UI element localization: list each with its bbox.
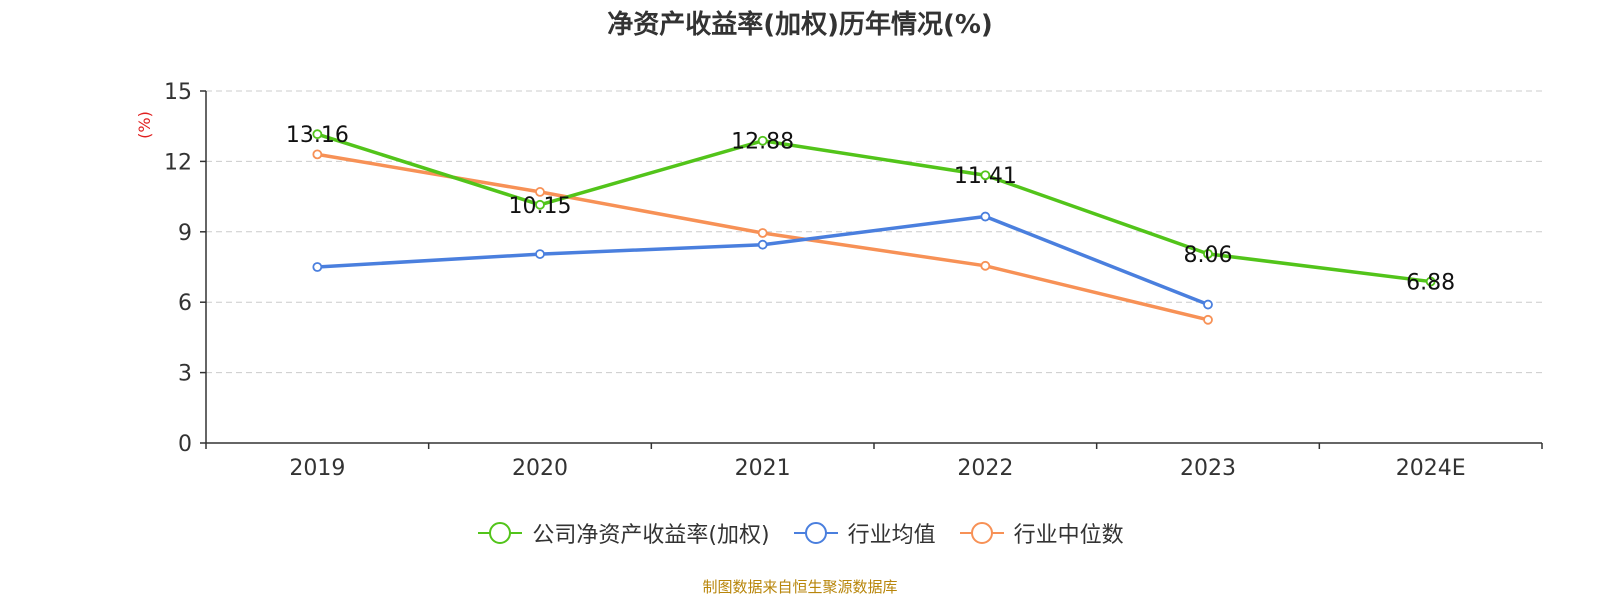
legend-item[interactable]: 行业均值 <box>792 517 936 549</box>
legend-line-circle-icon <box>478 522 523 544</box>
data-label: 10.15 <box>509 194 572 219</box>
data-point <box>312 129 323 140</box>
data-label: 6.88 <box>1406 271 1455 296</box>
legend-line-circle-icon <box>793 522 838 544</box>
data-label: 12.88 <box>731 130 794 155</box>
data-point <box>312 262 323 272</box>
data-point <box>757 228 768 238</box>
x-tick-label: 2024E <box>1396 456 1466 481</box>
data-point <box>312 149 323 160</box>
data-point <box>535 187 545 197</box>
legend-item[interactable]: 公司净资产收益率(加权) <box>476 517 770 549</box>
data-point <box>535 249 545 259</box>
data-point <box>980 211 991 222</box>
data-point <box>757 239 768 250</box>
x-tick-label: 2020 <box>512 456 568 481</box>
y-tick-label: 0 <box>178 432 192 457</box>
data-point <box>1425 276 1436 287</box>
y-tick-label: 12 <box>164 150 192 175</box>
y-tick-label: 3 <box>178 362 192 387</box>
x-tick-label: 2021 <box>735 456 791 481</box>
x-tick-label: 2022 <box>957 456 1013 481</box>
data-point <box>535 199 545 210</box>
data-point <box>1203 299 1213 310</box>
chart-title: 净资产收益率(加权)历年情况(%) <box>607 10 993 40</box>
data-point <box>757 135 768 146</box>
data-point <box>1203 248 1213 259</box>
data-source-note: 制图数据来自恒生聚源数据库 <box>702 578 898 596</box>
legend-label: 行业中位数 <box>1013 523 1124 548</box>
data-label: 13.16 <box>286 123 349 148</box>
series-line <box>316 132 1431 284</box>
legend-label: 行业均值 <box>847 523 936 548</box>
chart-legend: 公司净资产收益率(加权) 行业均值 行业中位数 <box>0 517 1600 549</box>
y-tick-label: 6 <box>178 291 192 316</box>
x-tick-label: 2023 <box>1180 456 1236 481</box>
y-axis-label: (%) <box>135 111 154 139</box>
x-tick-label: 2019 <box>289 456 345 481</box>
data-point <box>980 170 991 181</box>
legend-item[interactable]: 行业中位数 <box>958 517 1124 549</box>
data-label: 8.06 <box>1184 243 1233 268</box>
data-label: 11.41 <box>954 164 1017 189</box>
line-chart: 0 3 6 9 12 15 (%) 2019 2020 2021 2022 2023 2024E 13.1… <box>135 80 1543 481</box>
data-point <box>980 260 991 271</box>
y-tick-label: 9 <box>178 221 192 246</box>
legend-line-circle-icon <box>959 522 1004 544</box>
legend-label: 公司净资产收益率(加权) <box>532 523 770 548</box>
data-point <box>1203 314 1213 325</box>
y-tick-label: 15 <box>164 80 192 105</box>
